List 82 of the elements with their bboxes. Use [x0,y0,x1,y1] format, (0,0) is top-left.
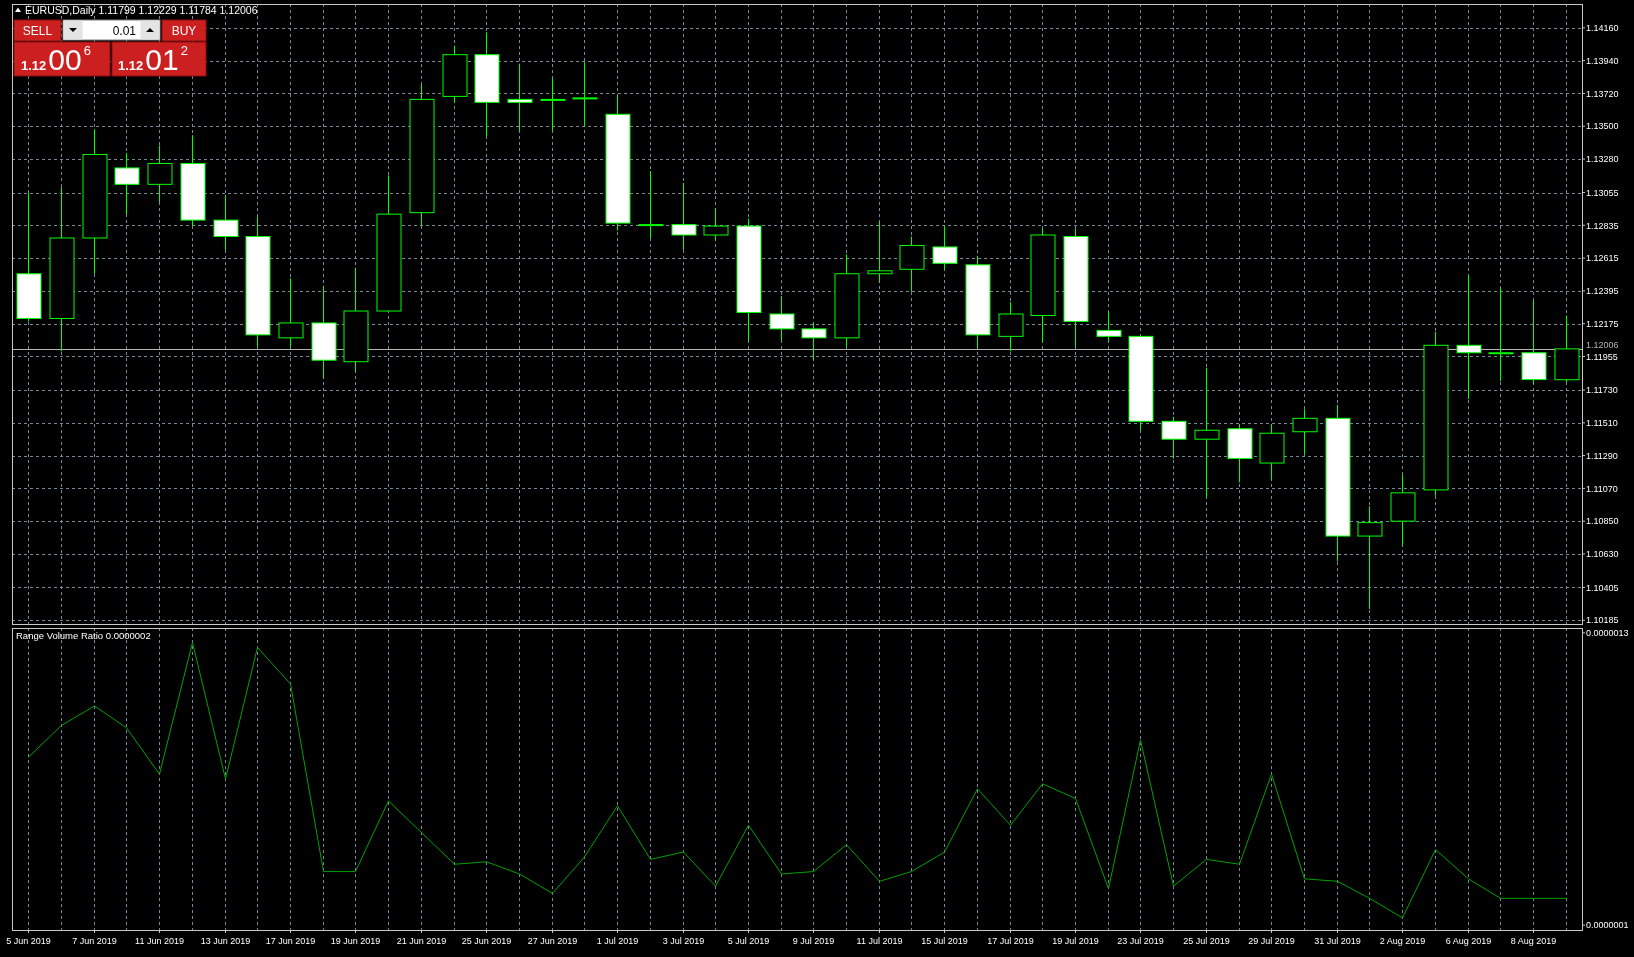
candlestick [507,63,533,132]
y-tick-label: 1.11955 [1586,351,1618,362]
buy-button[interactable]: BUY [161,19,207,42]
x-tick-label: 9 Jul 2019 [792,936,835,946]
candlestick [1357,505,1383,610]
y-tick-label: 1.12395 [1586,286,1619,297]
x-tick-label: 1 Jul 2019 [596,936,639,946]
x-tick-label: 17 Jul 2019 [987,936,1034,946]
x-tick-label: 21 Jun 2019 [396,936,447,946]
candlestick [147,145,173,203]
x-tick-label: 3 Jul 2019 [662,936,705,946]
x-tick-label: 15 Jul 2019 [921,936,968,946]
ref-line-label: 1.12006 [1586,340,1619,350]
x-tick-label: 19 Jul 2019 [1052,936,1099,946]
candlestick [769,295,795,342]
y-tick-label: 0.0000001 [1586,920,1629,931]
y-tick-label: 1.13500 [1586,121,1619,132]
candlestick [932,225,958,270]
candlestick [278,277,304,348]
x-tick-label: 29 Jul 2019 [1248,936,1295,946]
y-tick-label: 1.12615 [1586,253,1619,264]
candlestick [1096,312,1122,342]
x-tick-label: 6 Aug 2019 [1445,936,1492,946]
annotation: SELL [22,24,53,38]
y-tick-label: 1.13280 [1586,154,1619,165]
candlestick [638,170,664,239]
chart-title: EURUSD,Daily 1.11799 1.12229 1.11784 1.12006 [25,3,258,16]
buy-price-button[interactable]: 1.1201$^{2}$ [111,41,207,77]
candlestick [671,182,697,251]
y-tick-label: 1.10405 [1586,582,1619,593]
line-series [28,642,1567,919]
y-tick-label: 1.14160 [1586,23,1619,34]
annotation: 1.1200$^{6}$ [21,43,91,76]
sell-button[interactable]: SELL [13,19,62,42]
y-tick-label: 1.11290 [1586,450,1618,461]
y-tick-label: 1.11070 [1586,483,1618,494]
candlestick [998,301,1024,352]
x-tick-label: 25 Jul 2019 [1183,936,1230,946]
x-tick-label: 5 Jun 2019 [6,936,51,946]
x-tick-label: 17 Jun 2019 [265,936,316,946]
candlestick [703,207,729,242]
x-tick-label: 25 Jun 2019 [461,936,512,946]
candlestick [1194,367,1220,498]
y-tick-label: 1.13055 [1586,187,1619,198]
sell-price-button[interactable]: 1.1200$^{6}$ [13,41,111,77]
candlestick [1161,416,1187,460]
x-tick-label: 31 Jul 2019 [1314,936,1361,946]
y-tick-label: 1.10850 [1586,516,1619,527]
y-tick-label: 1.11510 [1586,418,1618,428]
y-tick-label: 1.10185 [1586,615,1619,626]
x-tick-label: 5 Jul 2019 [727,936,770,946]
x-tick-label: 27 Jun 2019 [527,936,578,946]
x-tick-label: 11 Jun 2019 [135,936,184,946]
candlestick [1488,288,1514,382]
candlestick [114,152,140,215]
y-tick-label: 1.11730 [1586,385,1618,396]
y-tick-label: 0.0000013 [1586,628,1629,639]
annotation: 1.1201$^{2}$ [118,43,188,76]
x-tick-label: 11 Jul 2019 [856,936,903,946]
annotation: BUY [171,24,197,38]
x-tick-label: 23 Jul 2019 [1117,936,1164,946]
candlestick [572,61,598,127]
x-tick-label: 2 Aug 2019 [1379,936,1426,946]
chart-title: Range Volume Ratio 0.0000002 [16,630,151,641]
x-tick-label: 7 Jun 2019 [72,936,117,946]
y-tick-label: 1.12175 [1586,318,1619,329]
candlestick [899,236,925,293]
candlestick [1456,274,1482,400]
annotation: 0.01 [112,23,137,38]
y-tick-label: 1.10630 [1586,549,1619,560]
y-tick-label: 1.13940 [1586,55,1619,66]
y-tick-label: 1.13720 [1586,88,1619,99]
lot-size-field[interactable]: 0.01 [62,19,161,41]
candlestick [1292,408,1318,455]
candlestick [801,322,827,361]
candlestick [213,194,239,251]
x-tick-label: 19 Jun 2019 [330,936,381,946]
candlestick [867,221,893,284]
x-tick-label: 13 Jun 2019 [200,936,251,946]
x-tick-label: 8 Aug 2019 [1510,936,1557,946]
candlestick [540,78,566,132]
y-tick-label: 1.12835 [1586,220,1619,231]
